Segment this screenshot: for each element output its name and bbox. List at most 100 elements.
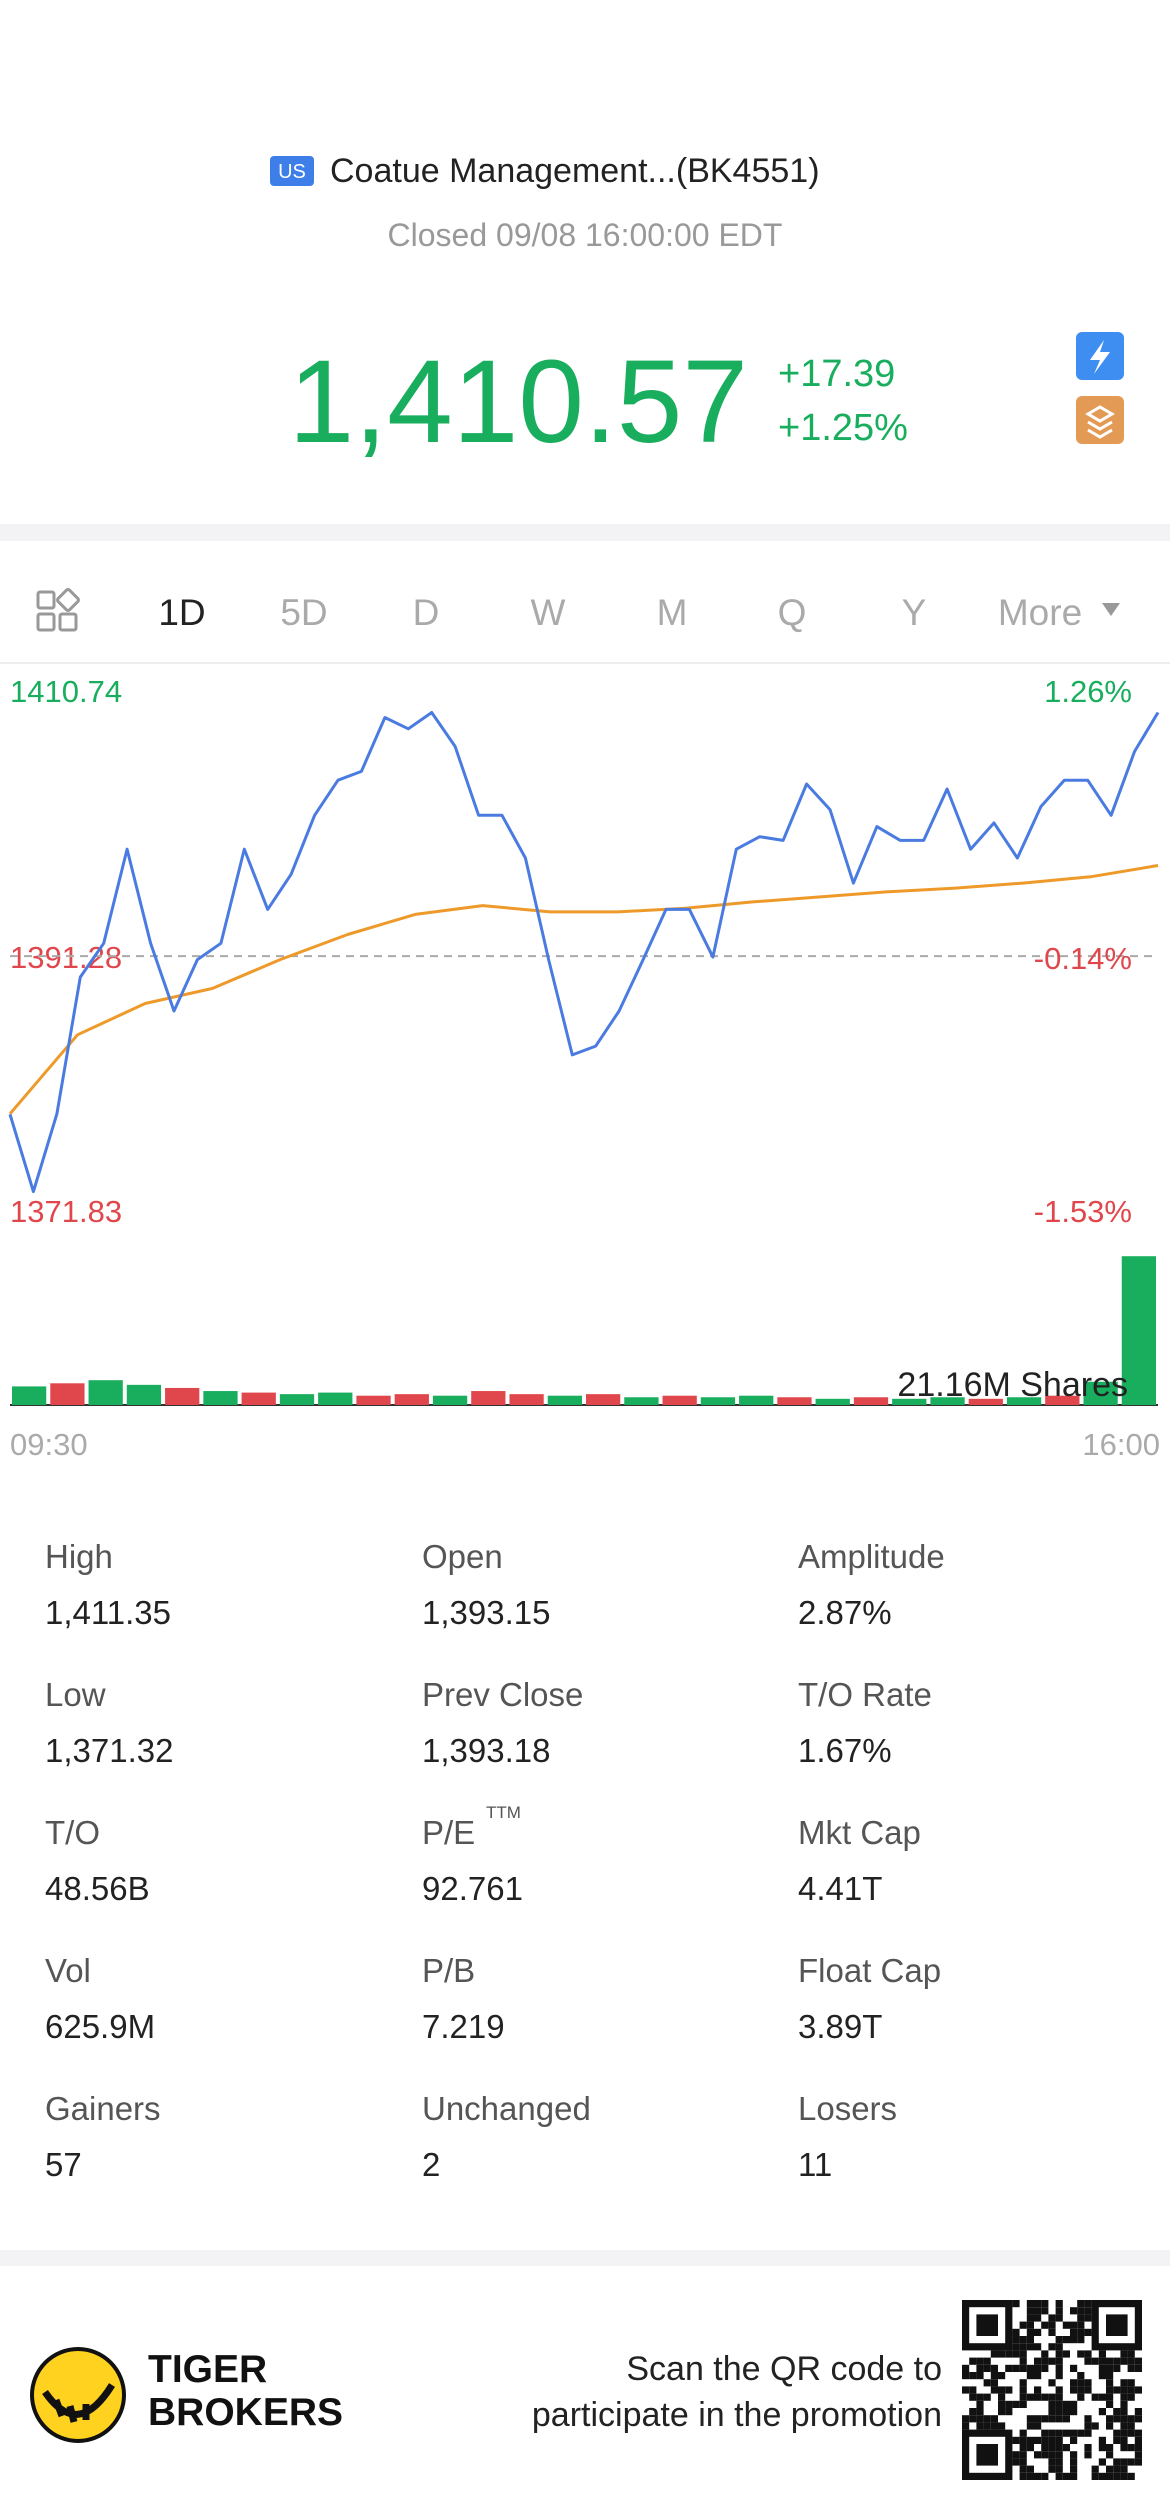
- qr-cell: [1113, 2357, 1121, 2365]
- tab[interactable]: More: [998, 592, 1082, 633]
- volume-bar: [279, 1394, 315, 1405]
- qr-cell: [1026, 2415, 1034, 2423]
- qr-cell: [1055, 2436, 1063, 2444]
- stat-label: P/E: [422, 1814, 475, 1851]
- qr-cell: [962, 2386, 970, 2394]
- logo: [30, 2347, 126, 2443]
- qr-cell: [1026, 2300, 1034, 2308]
- qr-cell: [1005, 2364, 1013, 2372]
- qr-cell: [1106, 2386, 1114, 2394]
- qr-cell: [1019, 2343, 1027, 2351]
- qr-cell: [1019, 2336, 1027, 2344]
- qr-cell: [1055, 2458, 1063, 2466]
- change-pct: +1.25%: [778, 407, 908, 449]
- series-line: [8, 864, 1159, 1115]
- qr-cell: [976, 2364, 984, 2372]
- qr-cell: [976, 2422, 984, 2430]
- qr-cell: [1034, 2343, 1042, 2351]
- qr-cell: [1055, 2400, 1063, 2408]
- qr-cell: [1120, 2472, 1128, 2480]
- qr-cell: [1034, 2393, 1042, 2401]
- qr-cell: [1134, 2415, 1142, 2423]
- qr-cell: [1019, 2436, 1027, 2444]
- qr-cell: [1026, 2314, 1034, 2322]
- qr-cell: [1034, 2300, 1042, 2308]
- volume-bar: [853, 1397, 889, 1405]
- grid-icon[interactable]: [36, 588, 80, 632]
- qr-cell: [1026, 2328, 1034, 2336]
- qr-cell: [1026, 2422, 1034, 2430]
- qr-cell: [1019, 2379, 1027, 2387]
- qr-cell: [1026, 2343, 1034, 2351]
- tab[interactable]: W: [531, 592, 566, 633]
- qr-cell: [1062, 2336, 1070, 2344]
- qr-cell: [1019, 2364, 1027, 2372]
- qr-cell: [1062, 2444, 1070, 2452]
- qr-cell: [976, 2400, 984, 2408]
- stat-label: Mkt Cap: [798, 1814, 921, 1851]
- qr-cell: [1012, 2343, 1020, 2351]
- tab[interactable]: D: [413, 592, 440, 633]
- qr-cell: [1048, 2393, 1056, 2401]
- qr-cell: [1055, 2415, 1063, 2423]
- qr-cell: [1106, 2372, 1114, 2380]
- market-badge: [270, 156, 314, 186]
- qr-cell: [990, 2350, 998, 2358]
- tab[interactable]: M: [657, 592, 688, 633]
- qr-cell: [1062, 2472, 1070, 2480]
- qr-cell: [1062, 2415, 1070, 2423]
- qr-cell: [1041, 2444, 1049, 2452]
- qr-cell: [1012, 2400, 1020, 2408]
- qr-cell: [998, 2372, 1006, 2380]
- qr-cell: [1070, 2451, 1078, 2459]
- qr-cell: [1127, 2422, 1135, 2430]
- qr-cell: [1041, 2429, 1049, 2437]
- qr-cell: [998, 2393, 1006, 2401]
- tab[interactable]: 5D: [280, 592, 327, 633]
- qr-cell: [1055, 2408, 1063, 2416]
- market-text: US: [278, 161, 306, 183]
- qr-cell: [1077, 2328, 1085, 2336]
- volume-bar: [203, 1391, 238, 1405]
- qr-cell: [1127, 2458, 1135, 2466]
- volume-bar: [968, 1398, 1003, 1405]
- qr-cell: [1084, 2429, 1092, 2437]
- qr-cell: [1048, 2465, 1056, 2473]
- tab[interactable]: 1D: [158, 592, 205, 633]
- qr-cell: [1120, 2436, 1128, 2444]
- qr-cell: [1041, 2415, 1049, 2423]
- qr-cell: [1127, 2364, 1135, 2372]
- qr-cell: [1041, 2436, 1049, 2444]
- qr-cell: [1026, 2307, 1034, 2315]
- qr-cell: [1070, 2472, 1078, 2480]
- qr-cell: [998, 2350, 1006, 2358]
- tab[interactable]: Y: [902, 592, 927, 633]
- qr-cell: [1062, 2350, 1070, 2358]
- qr-cell: [1055, 2336, 1063, 2344]
- qr-cell: [1026, 2321, 1034, 2329]
- qr-cell: [1127, 2379, 1135, 2387]
- stat-value: 2.87%: [798, 1594, 892, 1631]
- qr-cell: [998, 2386, 1006, 2394]
- qr-cell: [1134, 2364, 1142, 2372]
- qr-cell: [1019, 2393, 1027, 2401]
- qr-cell: [1106, 2472, 1114, 2480]
- series-line: [8, 711, 1160, 1194]
- qr-cell: [1084, 2314, 1092, 2322]
- qr-cell: [969, 2408, 977, 2416]
- qr-cell: [983, 2415, 991, 2423]
- qr-cell: [1034, 2422, 1042, 2430]
- stat-value: 1,371.32: [45, 1732, 173, 1769]
- qr-cell: [998, 2400, 1006, 2408]
- qr-cell: [1091, 2465, 1099, 2473]
- qr-cell: [976, 2408, 984, 2416]
- qr-cell: [1098, 2472, 1106, 2480]
- qr-cell: [1034, 2386, 1042, 2394]
- stat-label: Vol: [45, 1952, 91, 1989]
- qr-cell: [1077, 2379, 1085, 2387]
- qr-cell: [1120, 2422, 1128, 2430]
- stat-value: 57: [45, 2146, 82, 2183]
- qr-cell: [1034, 2436, 1042, 2444]
- qr-cell: [1012, 2436, 1020, 2444]
- tab[interactable]: Q: [778, 592, 807, 633]
